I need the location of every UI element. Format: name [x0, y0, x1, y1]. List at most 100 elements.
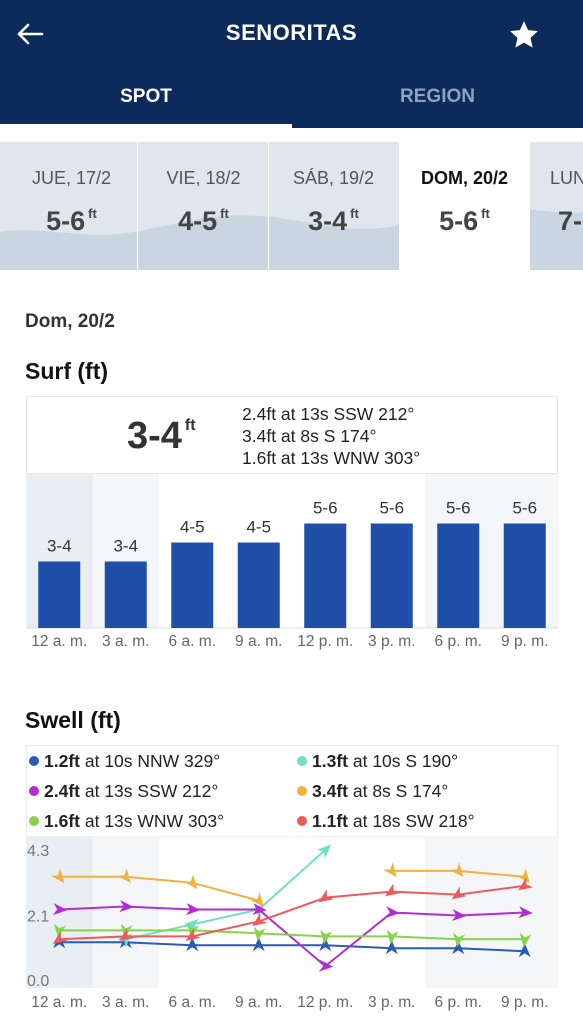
swell-direction-arrow [185, 927, 201, 941]
swell-series-line [59, 941, 525, 953]
x-tick-label: 6 p. m. [435, 633, 482, 650]
swell-direction-arrow [50, 868, 65, 884]
swell-direction-arrow [185, 903, 201, 916]
swell-direction-arrow [318, 959, 334, 972]
day-name: SÁB, 19/2 [292, 168, 375, 188]
swell-direction-arrow [319, 937, 332, 952]
swell-direction-arrow [452, 940, 465, 955]
day-surf-value: 4-5 ft [178, 206, 229, 236]
surf-swell-line: 3.4ft at 8s S 174° [242, 426, 377, 446]
legend-item: 1.1ft at 18s SW 218° [297, 811, 475, 832]
day-name: LUN [550, 168, 583, 188]
swell-direction-arrow [385, 906, 400, 919]
x-tick-label: 12 p. m. [297, 633, 353, 650]
legend-dot [297, 756, 307, 766]
y-tick-label: 0.0 [27, 973, 49, 990]
day-selector: JUE, 17/2 5-6 ft VIE, 18/2 4-5 ft SÁB, 19/… [0, 142, 583, 270]
legend-item: 3.4ft at 8s S 174° [297, 781, 448, 802]
day-surf-value: 7- [558, 206, 583, 236]
x-tick-label: 9 p. m. [501, 994, 548, 1011]
surf-bar [304, 523, 347, 628]
swell-direction-arrow [318, 889, 334, 903]
x-tick-label: 6 a. m. [169, 994, 216, 1011]
surf-bar [171, 542, 214, 628]
surf-bar [437, 523, 480, 628]
legend-dot [29, 756, 39, 766]
legend-dot [29, 816, 39, 826]
x-tick-label: 3 p. m. [368, 994, 415, 1011]
day-tab-vie[interactable]: VIE, 18/2 4-5 ft [138, 142, 269, 270]
surf-bar-label: 5-6 [512, 499, 537, 518]
surf-bar [38, 561, 81, 628]
swell-direction-arrow [54, 923, 67, 939]
surf-bar [370, 523, 413, 628]
swell-direction-arrow [252, 903, 267, 916]
day-name: DOM, 20/2 [420, 168, 509, 188]
day-surf-value: 3-4 ft [308, 206, 359, 236]
y-tick-label: 2.1 [27, 908, 49, 925]
back-arrow-icon[interactable] [14, 18, 46, 50]
swell-direction-arrow [52, 930, 68, 944]
swell-direction-arrow [453, 932, 466, 948]
active-tab-indicator [0, 124, 292, 128]
swell-direction-arrow [451, 909, 467, 922]
day-tab-dom[interactable]: DOM, 20/2 5-6 ft [399, 142, 530, 270]
surf-bar-label: 3-4 [113, 537, 138, 556]
x-tick-label: 12 p. m. [297, 994, 353, 1011]
swell-direction-arrow [386, 929, 399, 945]
app-header: SENORITAS SPOT REGION [0, 0, 583, 128]
swell-direction-arrow [385, 940, 398, 955]
day-divider [137, 142, 138, 270]
tab-region-label: REGION [400, 86, 475, 107]
x-tick-label: 12 a. m. [31, 633, 87, 650]
selected-date: Dom, 20/2 [25, 311, 115, 332]
swell-direction-arrow [186, 937, 199, 952]
legend-item: 1.6ft at 13s WNW 303° [29, 811, 224, 832]
x-tick-label: 6 p. m. [435, 994, 482, 1011]
surf-bar-label: 4-5 [180, 518, 205, 537]
tab-spot[interactable]: SPOT [0, 86, 292, 128]
x-tick-label: 3 a. m. [102, 994, 149, 1011]
swell-direction-arrow [253, 926, 266, 942]
swell-direction-arrow [250, 892, 264, 907]
day-name: VIE, 18/2 [166, 168, 241, 188]
night-band [425, 836, 558, 988]
swell-direction-arrow [320, 929, 333, 945]
favorite-star-icon[interactable] [507, 18, 541, 52]
swell-direction-arrow [52, 903, 68, 916]
swell-direction-arrow [183, 918, 199, 933]
tab-spot-label: SPOT [120, 86, 172, 107]
surf-summary-value: 3-4 ft [127, 415, 196, 457]
surf-swell-line: 2.4ft at 13s SSW 212° [242, 404, 415, 424]
surf-bar-label: 5-6 [446, 499, 471, 518]
swell-direction-arrow [119, 900, 134, 913]
swell-series-line [59, 929, 525, 941]
swell-direction-arrow [449, 862, 464, 878]
x-tick-label: 3 p. m. [368, 633, 415, 650]
y-tick-label: 4.3 [27, 843, 49, 860]
legend-item: 2.4ft at 13s SSW 212° [29, 781, 218, 802]
day-tab-jue[interactable]: JUE, 17/2 5-6 ft [6, 142, 137, 270]
legend-item: 1.3ft at 10s S 190° [297, 751, 458, 772]
swell-direction-arrow [516, 868, 530, 884]
x-tick-label: 9 a. m. [235, 633, 282, 650]
swell-direction-arrow [316, 844, 332, 859]
x-tick-label: 3 a. m. [102, 633, 149, 650]
surf-bar-label: 5-6 [379, 499, 404, 518]
surf-bar-label: 4-5 [246, 518, 271, 537]
swell-legend: 1.2ft at 10s NNW 329° 1.3ft at 10s S 190… [26, 745, 558, 837]
legend-dot [297, 786, 307, 796]
swell-series-line [125, 849, 326, 941]
swell-direction-arrow [519, 932, 532, 948]
tab-region[interactable]: REGION [292, 86, 583, 128]
swell-series-line [59, 905, 525, 968]
day-tab-sab[interactable]: SÁB, 19/2 3-4 ft [268, 142, 399, 270]
day-tab-lun[interactable]: LUN 7- [530, 142, 583, 270]
swell-direction-arrow [119, 927, 135, 941]
day-name: JUE, 17/2 [31, 168, 112, 188]
legend-dot [297, 816, 307, 826]
x-tick-label: 12 a. m. [31, 994, 87, 1011]
surf-swell-line: 1.6ft at 13s WNW 303° [242, 448, 421, 468]
surf-swell-list: 2.4ft at 13s SSW 212° 3.4ft at 8s S 174°… [242, 403, 420, 469]
swell-direction-arrow [117, 868, 131, 884]
